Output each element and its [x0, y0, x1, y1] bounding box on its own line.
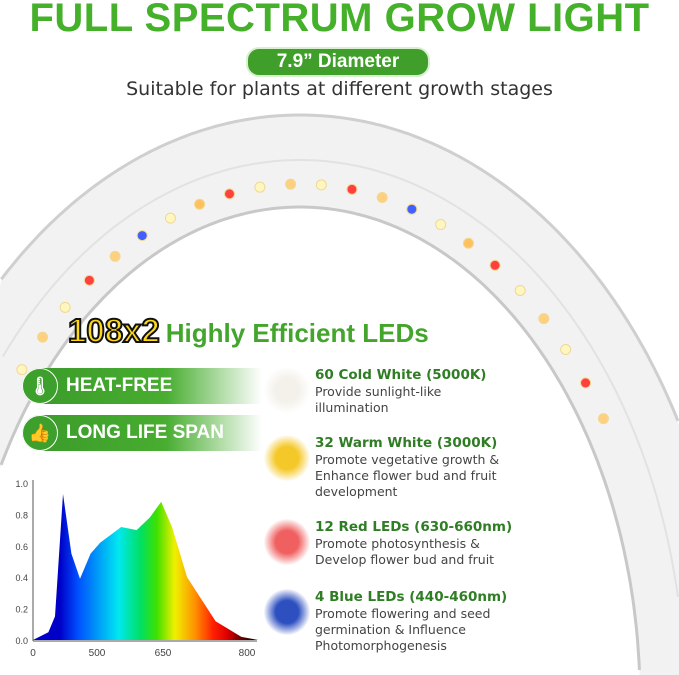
led-dot [83, 274, 95, 286]
led-dot [597, 413, 609, 425]
led-dot [560, 343, 572, 355]
led-dot [164, 212, 176, 224]
led-count: 108x2 [67, 311, 161, 350]
ring-inner-edge [0, 205, 641, 670]
ring-outer-edge [0, 113, 679, 422]
feature-desc: Promote vegetative growth & Enhance flow… [315, 452, 500, 499]
led-dot [16, 364, 28, 376]
feature-title: 32 Warm White (3000K) [315, 435, 498, 451]
led-dot [37, 331, 49, 343]
led-dot [462, 237, 474, 249]
feature-title: 4 Blue LEDs (440-460nm) [315, 589, 508, 605]
led-dot [489, 259, 501, 271]
y-tick-label: 0.4 [15, 573, 28, 583]
subtitle: Suitable for plants at different growth … [126, 78, 553, 100]
led-dot [194, 198, 206, 210]
led-dot [514, 284, 526, 296]
badge-label: LONG LIFE SPAN [66, 422, 224, 443]
feature-desc: Provide sunlight-like illumination [315, 384, 442, 415]
led-dot [376, 191, 388, 203]
feature-desc: Promote flowering and seed germination &… [315, 606, 491, 653]
x-tick-label: 0 [30, 648, 36, 659]
red-led-icon [264, 519, 310, 565]
led-label: Highly Efficient LEDs [165, 318, 429, 348]
x-tick-label: 800 [239, 648, 256, 659]
led-dot [538, 313, 550, 325]
diameter-badge: 7.9” Diameter [246, 47, 430, 77]
feature-title: 60 Cold White (5000K) [315, 367, 487, 383]
heat-free-badge: 🌡 HEAT-FREE [22, 368, 262, 404]
badge-label: HEAT-FREE [66, 375, 173, 396]
led-dot [406, 203, 418, 215]
y-tick-label: 1.0 [15, 479, 28, 489]
feature-desc: Promote photosynthesis & Develop flower … [315, 536, 495, 567]
led-dot [136, 230, 148, 242]
led-count-heading: 108x2 Highly Efficient LEDs [67, 311, 429, 350]
led-dot [346, 183, 358, 195]
led-dot [224, 188, 236, 200]
led-dot [254, 181, 266, 193]
x-tick-label: 500 [89, 648, 106, 659]
thermometer-icon: 🌡 [22, 368, 58, 404]
led-dot [435, 219, 447, 231]
spectrum-chart: 0.0 0.2 0.4 0.6 0.8 1.0 0 500 650 800 [15, 479, 259, 659]
y-tick-label: 0.6 [15, 542, 28, 552]
led-dot [109, 250, 121, 262]
long-life-badge: 👍 LONG LIFE SPAN [22, 415, 262, 451]
blue-led-icon [264, 589, 310, 635]
y-tick-label: 0.0 [15, 636, 28, 646]
spectrum-area [33, 494, 259, 640]
y-tick-label: 0.2 [15, 605, 28, 615]
ring-mid-line [2, 159, 679, 598]
warm-white-led-icon [264, 435, 310, 481]
x-tick-label: 650 [155, 648, 172, 659]
cold-white-led-icon [264, 367, 310, 413]
led-dot [315, 179, 327, 191]
led-dot [580, 377, 592, 389]
led-dot [59, 301, 71, 313]
page-title: FULL SPECTRUM GROW LIGHT [29, 0, 650, 40]
thumbs-up-icon: 👍 [22, 415, 58, 451]
y-tick-label: 0.8 [15, 510, 28, 520]
led-dot [285, 178, 297, 190]
feature-title: 12 Red LEDs (630-660nm) [315, 519, 513, 535]
